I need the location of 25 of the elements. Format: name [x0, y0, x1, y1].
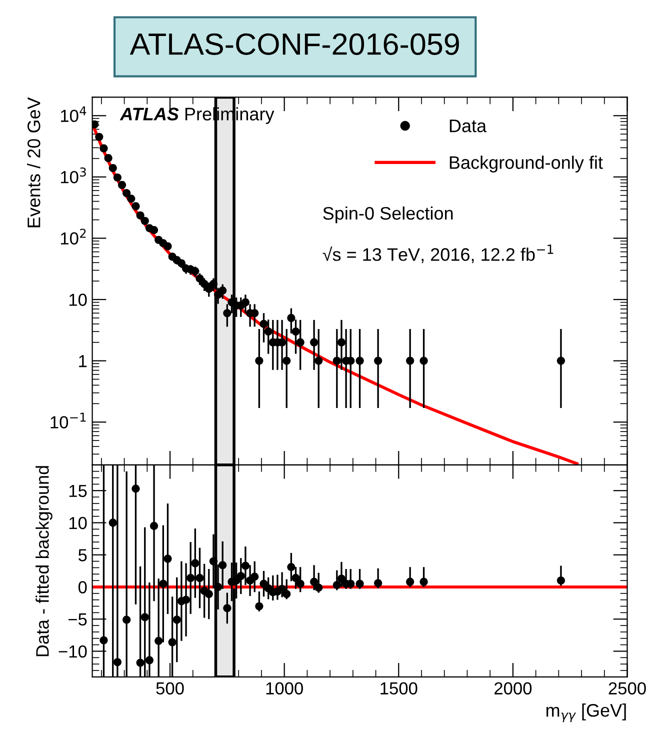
x-tick-label: 2500: [608, 682, 646, 695]
x-tick-label: 1000: [266, 682, 303, 695]
y-tick-label: −5: [68, 613, 87, 626]
y-tick-label: 10$^{2}$: [60, 228, 86, 245]
legend-label: Background-only fit: [450, 156, 603, 173]
y-tick-label: 10: [69, 516, 87, 530]
legend-label: Data: [450, 120, 487, 132]
y-tick-label: 10$^{−1}$: [50, 412, 86, 428]
x-tick-label: 2000: [494, 682, 532, 695]
y-tick-label: 10$^{3}$: [60, 167, 86, 184]
y-tick-label: 15: [69, 484, 87, 498]
y-tick-label: 10$^{4}$: [60, 106, 86, 122]
y-tick-label: 5: [78, 549, 87, 562]
x-axis-title: m$_{γγ}$ [GeV]: [546, 704, 626, 722]
x-tick-label: 500: [156, 682, 184, 695]
y-tick-label: −10: [58, 645, 87, 658]
annotation: Spin-0 Selection: [323, 206, 453, 224]
chart-title: ATLAS-CONF-2016-059: [130, 33, 459, 55]
y-tick-label: 1: [79, 355, 87, 368]
annotation: √s = 13 TeV, 2016, 12.2 fb$^{−1}$: [322, 244, 554, 264]
y-tick-label: 0: [78, 581, 87, 594]
y-tick-label: 10: [69, 294, 87, 306]
y-axis-title: Events / 20 GeV: [27, 97, 40, 228]
x-tick-label: 1500: [380, 682, 418, 695]
y-axis-title: Data - fitted background: [36, 466, 52, 656]
